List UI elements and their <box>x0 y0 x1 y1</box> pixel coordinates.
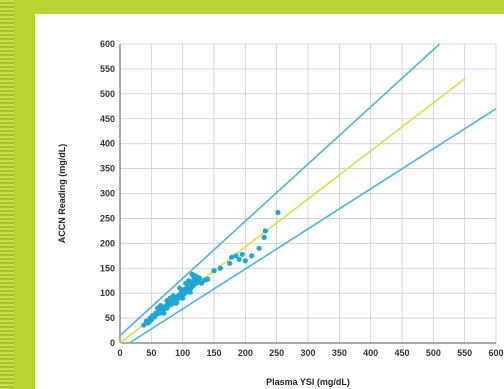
data-point-65 <box>256 245 262 251</box>
y-tick-0: 0 <box>110 338 115 348</box>
data-point-75 <box>187 289 193 295</box>
upper-bound-line <box>119 43 441 337</box>
y-tick-1: 50 <box>105 313 115 323</box>
data-points <box>141 209 281 328</box>
data-point-49 <box>196 275 203 281</box>
data-point-74 <box>183 280 189 286</box>
x-axis-label: Plasma YSI (mg/dL) <box>266 377 350 387</box>
y-tick-3: 150 <box>100 263 115 273</box>
y-axis-label: ACCN Reading (mg/dL) <box>57 144 67 244</box>
y-tick-5: 250 <box>100 213 115 223</box>
data-point-73 <box>180 295 186 301</box>
data-point-62 <box>239 251 245 257</box>
data-point-63 <box>242 258 248 264</box>
y-tick-4: 200 <box>100 238 115 248</box>
x-tick-5: 250 <box>269 348 284 358</box>
data-point-61 <box>236 256 242 262</box>
y-tick-10: 500 <box>100 89 115 99</box>
data-point-66 <box>261 234 267 240</box>
x-tick-6: 300 <box>300 348 315 358</box>
data-point-56 <box>211 268 217 274</box>
y-tick-6: 300 <box>100 189 115 199</box>
x-tick-8: 400 <box>363 348 378 358</box>
x-tick-4: 200 <box>238 348 253 358</box>
y-tick-7: 350 <box>100 164 115 174</box>
decorative-stripes <box>0 0 14 389</box>
data-point-78 <box>170 293 176 299</box>
axes <box>119 44 496 344</box>
data-point-79 <box>164 298 170 304</box>
data-point-60 <box>233 253 239 259</box>
data-point-59 <box>228 254 235 260</box>
data-point-55 <box>205 276 211 282</box>
x-tick-1: 50 <box>146 348 156 358</box>
x-tick-12: 600 <box>488 348 503 358</box>
data-point-67 <box>262 228 268 234</box>
data-point-68 <box>275 209 281 216</box>
data-point-76 <box>191 275 197 281</box>
y-tick-11: 550 <box>100 64 115 74</box>
x-tick-labels: 0 50 100 150 200 250 300 350 400 450 500 550 600 <box>117 348 503 358</box>
y-tick-9: 450 <box>100 114 115 124</box>
x-tick-0: 0 <box>117 348 122 358</box>
lower-bound-line <box>128 108 497 344</box>
y-tick-8: 400 <box>100 139 115 149</box>
x-tick-3: 150 <box>206 348 221 358</box>
scatter-chart: 0 50 100 150 200 250 300 350 400 450 500 550 600 0 50… <box>57 39 504 387</box>
data-point-70 <box>161 310 167 316</box>
x-tick-7: 350 <box>332 348 347 358</box>
x-tick-9: 450 <box>394 348 409 358</box>
y-tick-labels: 0 50 100 150 200 250 300 350 400 450 500 550 600 <box>100 39 115 348</box>
data-point-0 <box>141 322 147 328</box>
y-tick-12: 600 <box>100 39 115 49</box>
data-point-80 <box>158 303 164 309</box>
data-point-77 <box>176 285 183 291</box>
x-tick-11: 550 <box>457 348 472 358</box>
x-tick-10: 500 <box>426 348 441 358</box>
data-point-64 <box>249 253 255 259</box>
grid <box>120 43 497 343</box>
x-tick-2: 100 <box>175 348 190 358</box>
data-point-72 <box>173 300 179 306</box>
y-tick-2: 100 <box>100 288 115 298</box>
chart-panel: 0 50 100 150 200 250 300 350 400 450 500 550 600 0 50… <box>35 14 504 389</box>
data-point-58 <box>227 260 233 266</box>
data-point-57 <box>217 265 223 271</box>
